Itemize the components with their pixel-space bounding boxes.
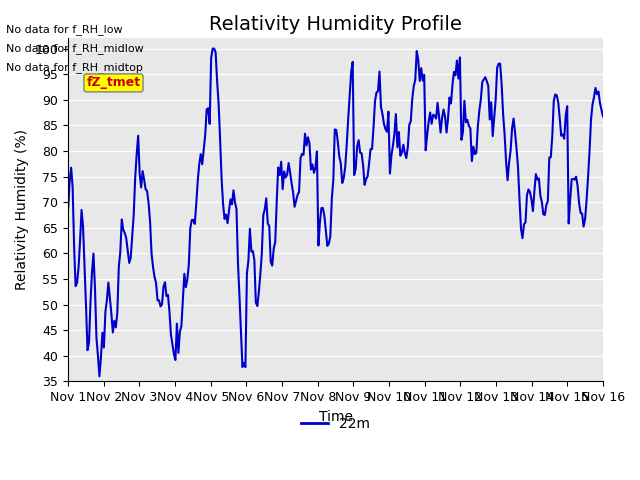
Text: No data for f_RH_low: No data for f_RH_low	[6, 24, 123, 35]
Text: fZ_tmet: fZ_tmet	[86, 76, 141, 89]
Text: No data for f_RH_midlow: No data for f_RH_midlow	[6, 43, 144, 54]
Title: Relativity Humidity Profile: Relativity Humidity Profile	[209, 15, 462, 34]
Text: No data for f_RH_midtop: No data for f_RH_midtop	[6, 62, 143, 73]
X-axis label: Time: Time	[319, 410, 353, 424]
Legend: 22m: 22m	[295, 411, 376, 436]
Y-axis label: Relativity Humidity (%): Relativity Humidity (%)	[15, 130, 29, 290]
